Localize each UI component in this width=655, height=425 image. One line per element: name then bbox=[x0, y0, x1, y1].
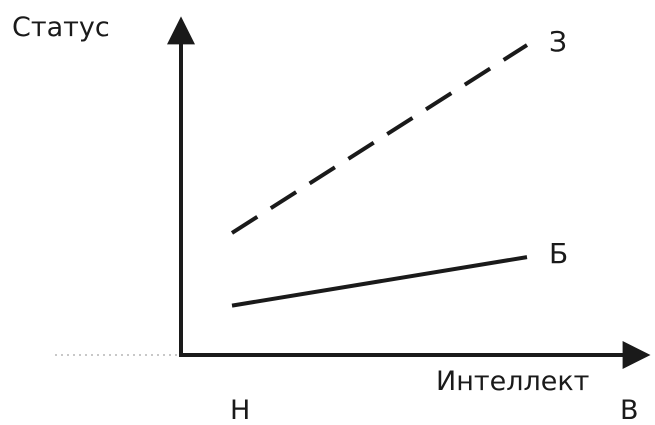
series-layer: ЗБ bbox=[230, 25, 568, 308]
x-tick-label-low: Н bbox=[230, 395, 250, 425]
series-line-0 bbox=[230, 43, 529, 235]
series-label-1: Б bbox=[549, 237, 568, 270]
series-line-1 bbox=[231, 255, 528, 308]
x-axis-label: Интеллект bbox=[436, 366, 589, 397]
series-label-0: З bbox=[549, 25, 567, 58]
x-tick-label-high: В bbox=[620, 395, 639, 425]
y-axis-label: Статус bbox=[12, 12, 110, 43]
